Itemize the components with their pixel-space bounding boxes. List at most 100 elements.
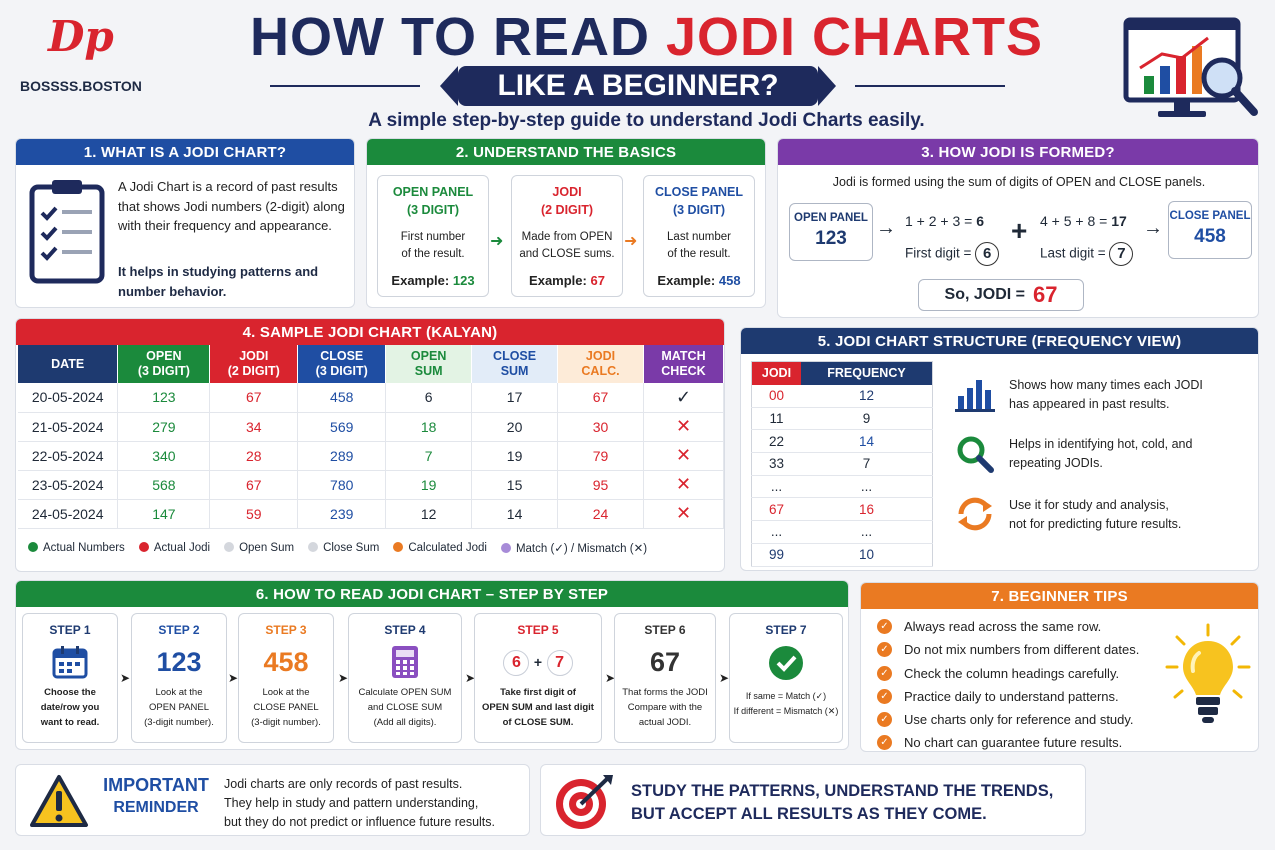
refresh-icon [955,494,995,539]
legend-item: Actual Jodi [138,542,210,554]
step-5: STEP 5 6 + 7 Take first digit of OPEN SUM… [474,613,602,743]
table-row: 22-05-2024 340 28 289 7 19 79 ✕ [18,441,724,471]
close-panel-value: 458 [1194,226,1226,247]
check-circle-icon [730,645,842,680]
check-icon: ✓ [877,712,892,727]
warning-icon [28,773,90,834]
close-panel-box: CLOSE PANEL 458 [1168,201,1252,259]
arrow-right-icon: ➤ [338,671,349,685]
chart-legend: Actual Numbers Actual Jodi Open Sum Clos… [28,541,647,555]
table-row: 33 7 [751,452,933,476]
mismatch-icon: ✕ [643,470,724,500]
col-frequency: FREQUENCY [800,361,933,385]
tip-item: ✓ Check the column headings carefully. [877,666,1119,681]
legend-item: Open Sum [224,542,294,554]
chart-monitor-icon [1122,16,1264,133]
tip-item: ✓ Use charts only for reference and study… [877,712,1134,727]
result-value: 67 [1032,282,1058,307]
first-digit-row: First digit = 6 [905,242,1000,266]
result-label: So, JODI = [944,286,1025,303]
col-date: DATE [18,345,119,383]
mismatch-icon: ✕ [643,441,724,471]
basic-card-jodi: JODI (2 DIGIT) Made from OPEN and CLOSE su… [511,175,623,297]
check-icon: ✓ [877,689,892,704]
title-rule-right [855,85,1005,87]
legend-item: Match (✓) / Mismatch (✕) [500,541,647,555]
section-1-text-bold: It helps in studying patterns and number… [118,264,319,299]
card-example: Example: 458 [657,273,741,288]
card-title: JODI (2 DIGIT) [540,185,594,217]
table-row: 00 12 [751,384,933,408]
section-3-title: 3. HOW JODI IS FORMED? [778,139,1258,165]
open-panel-label: OPEN PANEL [794,212,868,224]
title-part-1: HOW TO READ [250,7,650,67]
table-row: 22 14 [751,429,933,454]
frequency-note-1: Shows how many times each JODI has appear… [1009,378,1203,411]
check-icon: ✓ [877,666,892,681]
col-close: CLOSE (3 DIGIT) [297,345,387,383]
check-icon: ✓ [877,735,892,750]
table-row: 24-05-2024 147 59 239 12 14 24 ✕ [18,499,724,529]
section-1-text: A Jodi Chart is a record of past results… [118,179,345,233]
section-sample-chart: 4. SAMPLE JODI CHART (KALYAN) DATE OPEN(… [15,318,725,572]
check-icon: ✓ [877,642,892,657]
col-jodi: JODI [751,361,801,385]
reminder-text: Jodi charts are only records of past res… [224,777,495,829]
step-2: STEP 2 123 Look at the OPEN PANEL (3-digit… [131,613,227,743]
title-banner: LIKE A BEGINNER? [440,66,836,106]
logo-text: BOSSSS.BOSTON [20,78,142,94]
col-open: OPEN (3 DIGIT) [117,345,211,383]
clipboard-icon [28,177,106,290]
target-icon [553,773,615,835]
section-step-by-step: 6. HOW TO READ JODI CHART – STEP BY STEP… [15,580,849,750]
basic-card-open: OPEN PANEL (3 DIGIT) First number of the r… [377,175,489,297]
table-row: ...... [751,475,933,499]
arrow-right-icon: ➤ [605,671,616,685]
calendar-icon [23,645,117,679]
mismatch-icon: ✕ [643,499,724,529]
frequency-note-2: Helps in identifying hot, cold, and repea… [1009,437,1193,470]
logo-mark: Dp [48,12,114,61]
card-title: OPEN PANEL (3 DIGIT) [392,185,474,217]
card-example: Example: 67 [529,273,605,288]
section-basics: 2. UNDERSTAND THE BASICS OPEN PANEL (3 DI… [366,138,766,308]
table-row: 11 9 [751,407,933,431]
step-6: STEP 6 67 That forms the JODI Compare wit… [614,613,716,743]
section-4-title: 4. SAMPLE JODI CHART (KALYAN) [16,319,724,345]
arrow-right-icon: ➤ [228,671,239,685]
section-7-title: 7. BEGINNER TIPS [861,583,1258,609]
plus-sign: + [1011,215,1028,246]
tip-item: ✓ Practice daily to understand patterns. [877,689,1119,704]
motto-banner: STUDY THE PATTERNS, UNDERSTAND THE TREND… [540,764,1086,836]
card-desc: First number of the result. [400,231,466,260]
col-open-sum: OPEN SUM [385,345,473,383]
section-3-intro: Jodi is formed using the sum of digits o… [832,175,1206,189]
section-2-title: 2. UNDERSTAND THE BASICS [367,139,765,165]
title-part-2: JODI CHARTS [666,7,1044,67]
col-match-check: MATCH CHECK [643,345,724,383]
col-jodi-calc: JODI CALC. [557,345,644,383]
card-desc: Made from OPEN and CLOSE sums. [519,231,615,260]
close-sum-formula: 4 + 5 + 8 = 17 [1040,213,1127,229]
section-what-is-jodi: 1. WHAT IS A JODI CHART? A Jodi Chart is… [15,138,355,308]
reminder-title-2: REMINDER [113,799,199,816]
title-rule-left [270,85,420,87]
section-6-title: 6. HOW TO READ JODI CHART – STEP BY STEP [16,581,848,607]
section-jodi-formed: 3. HOW JODI IS FORMED? Jodi is formed us… [777,138,1259,318]
arrow-right-icon: → [876,217,896,239]
section-5-title: 5. JODI CHART STRUCTURE (FREQUENCY VIEW) [741,328,1258,354]
card-desc: Last number of the result. [667,231,731,260]
last-digit-row: Last digit = 7 [1040,242,1134,266]
table-row: 20-05-2024 123 67 458 6 17 67 ✓ [18,383,724,413]
arrow-right-icon: → [1143,217,1163,239]
page-title: HOW TO READ JODI CHARTS [250,6,1043,68]
important-reminder: IMPORTANT REMINDER Jodi charts are only … [15,764,530,836]
section-frequency-view: 5. JODI CHART STRUCTURE (FREQUENCY VIEW)… [740,327,1259,571]
sample-jodi-table: DATE OPEN (3 DIGIT) JODI (2 DIGIT) CLOSE (3… [18,345,724,529]
tip-item: ✓ No chart can guarantee future results. [877,735,1122,750]
arrow-right-icon: ➜ [490,233,504,250]
col-jodi: JODI (2 DIGIT) [209,345,299,383]
table-row: 21-05-2024 279 34 569 18 20 30 ✕ [18,412,724,442]
open-panel-value: 123 [815,228,847,249]
section-1-title: 1. WHAT IS A JODI CHART? [16,139,354,165]
